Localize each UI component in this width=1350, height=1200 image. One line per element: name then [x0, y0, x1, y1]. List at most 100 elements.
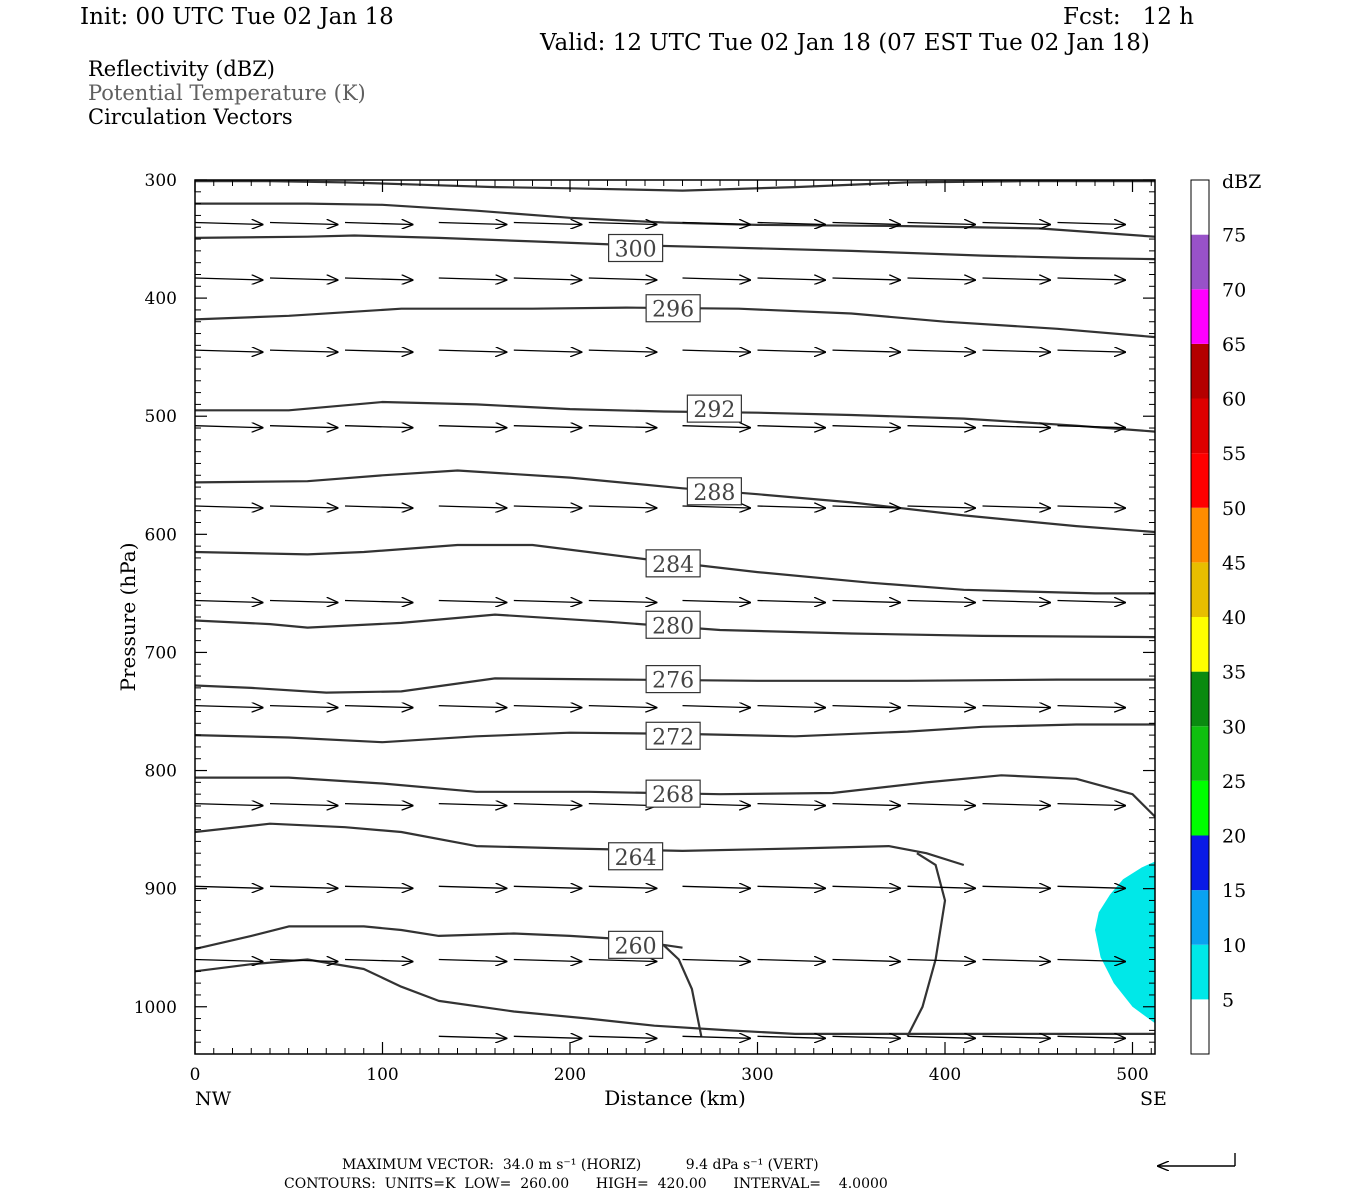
circulation-vector	[1057, 278, 1126, 280]
circulation-vector	[269, 350, 338, 352]
circulation-vector	[1057, 960, 1126, 962]
circulation-vector	[344, 960, 413, 962]
circulation-vector	[982, 886, 1051, 888]
colorbar-label: 45	[1222, 552, 1246, 574]
contour-label-box	[645, 610, 701, 639]
colorbar-label: 15	[1222, 880, 1246, 902]
circulation-vector	[438, 506, 507, 508]
contour-label-box	[645, 721, 701, 750]
valid-time: Valid: 12 UTC Tue 02 Jan 18 (07 EST Tue …	[540, 30, 1150, 56]
colorbar-label: 60	[1222, 389, 1246, 411]
x-tick-label: 200	[554, 1065, 586, 1085]
isentrope-line	[194, 234, 1156, 261]
circulation-vector	[194, 601, 263, 603]
circulation-vector	[344, 506, 413, 508]
circulation-vector	[588, 350, 657, 352]
circulation-vector	[194, 960, 263, 962]
circulation-vector	[269, 804, 338, 806]
circulation-vector	[682, 426, 751, 428]
contour-label-box	[645, 664, 701, 694]
circulation-vector	[832, 886, 901, 888]
colorbar-segment	[1191, 617, 1209, 672]
circulation-vector	[588, 804, 657, 806]
colorbar-segment	[1191, 944, 1209, 1000]
axis-ticks-group: 300 400 500 600 700 800 900 1000 0 100 200 300 400 50…	[134, 171, 1155, 1085]
isentrope-line	[194, 543, 1155, 595]
circulation-vector	[194, 506, 263, 508]
circulation-vector	[907, 601, 976, 603]
circulation-vector	[1057, 601, 1126, 603]
circulation-vector	[982, 278, 1051, 280]
colorbar-segment	[1191, 343, 1209, 399]
circulation-vector	[682, 960, 751, 962]
circulation-vector	[1057, 223, 1126, 225]
circulation-vector	[194, 426, 263, 428]
circulation-vector	[344, 350, 413, 352]
isentrope-line	[194, 822, 965, 867]
y-tick-label: 400	[145, 289, 177, 309]
circulation-vector	[907, 426, 976, 428]
x-tick-label: 400	[929, 1065, 961, 1085]
reflectivity-area	[1095, 861, 1155, 1024]
circulation-vector	[438, 886, 507, 888]
circulation-vector	[682, 278, 751, 280]
contour-label: 296	[652, 298, 694, 323]
reference-vector	[1158, 1153, 1236, 1166]
isentrope-line	[194, 925, 683, 950]
circulation-vector	[682, 1036, 751, 1038]
contour-label: 264	[615, 846, 657, 871]
circulation-vector	[438, 601, 507, 603]
colorbar-segment	[1191, 999, 1209, 1054]
circulation-vector	[757, 426, 826, 428]
contour-label-group: 300 296 292 288 284 280 276 272 268 264 260	[608, 233, 742, 959]
circulation-vector	[269, 960, 338, 962]
colorbar-label: 40	[1222, 607, 1246, 629]
circulation-vector	[1057, 426, 1126, 428]
circulation-vector	[588, 223, 657, 225]
contour-label-box	[608, 930, 664, 959]
circulation-vector	[907, 706, 976, 708]
contour-label: 268	[652, 783, 694, 808]
circulation-vector	[982, 506, 1051, 508]
circulation-vector	[757, 278, 826, 280]
y-tick-label: 900	[145, 880, 177, 900]
contour-label-box	[645, 779, 701, 808]
circulation-vector	[832, 804, 901, 806]
colorbar-label: 10	[1222, 935, 1246, 957]
contour-label: 280	[652, 614, 694, 639]
circulation-vector	[438, 804, 507, 806]
y-tick-label: 600	[145, 525, 177, 545]
y-tick-label: 500	[145, 407, 177, 427]
circulation-vector	[438, 426, 507, 428]
colorbar-segment	[1191, 671, 1209, 727]
circulation-vector	[982, 350, 1051, 352]
circulation-vector	[1057, 886, 1126, 888]
contour-label-box	[686, 477, 742, 506]
isentrope-line	[194, 613, 1156, 639]
contour-label: 260	[615, 934, 657, 959]
circulation-vector	[832, 706, 901, 708]
circulation-vector	[269, 886, 338, 888]
colorbar-label: 70	[1222, 279, 1246, 301]
circulation-vector	[907, 223, 976, 225]
y-tick-label: 1000	[134, 998, 177, 1018]
y-tick-label: 300	[145, 171, 177, 191]
circulation-vector-group	[194, 223, 1126, 1039]
x-tick-label: 300	[741, 1065, 773, 1085]
circulation-vector	[832, 350, 901, 352]
circulation-vector	[982, 804, 1051, 806]
circulation-vector	[832, 960, 901, 962]
circulation-vector	[588, 278, 657, 280]
contour-label: 284	[652, 553, 694, 578]
contour-label-box	[645, 549, 701, 578]
circulation-vector	[1057, 506, 1126, 508]
circulation-vector	[757, 601, 826, 603]
circulation-vector	[757, 804, 826, 806]
colorbar-label: 65	[1222, 334, 1246, 356]
colorbar-segment	[1191, 289, 1209, 344]
isentrope-line	[194, 958, 1155, 1036]
circulation-vector	[194, 886, 263, 888]
circulation-vector	[588, 1036, 657, 1038]
circulation-vector	[1057, 706, 1126, 708]
reflectivity-fill-group	[1095, 861, 1155, 1024]
